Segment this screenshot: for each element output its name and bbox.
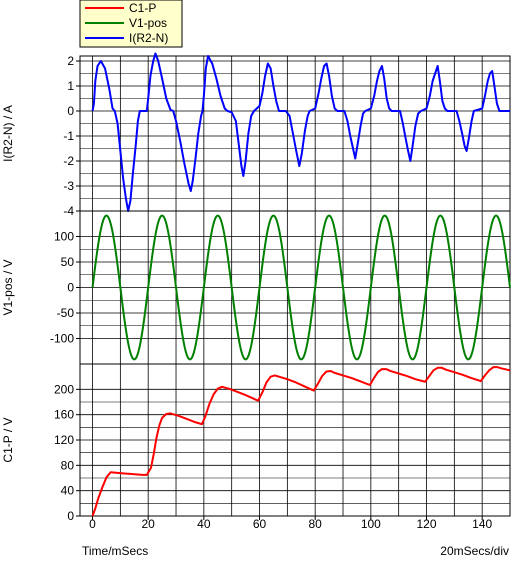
y-tick-label: -50 [57, 306, 75, 320]
y-tick-label: 50 [61, 255, 75, 269]
y-tick-label: 120 [54, 433, 74, 447]
legend-label: I(R2-N) [129, 31, 168, 45]
y-tick-label: -1 [63, 129, 74, 143]
y-tick-label: 80 [61, 458, 75, 472]
series-line-c1-p [91, 366, 511, 517]
x-tick-label: 140 [472, 517, 492, 531]
legend-label: V1-pos [129, 16, 167, 30]
x-tick-label: 100 [361, 517, 381, 531]
x-tick-label: 40 [197, 517, 211, 531]
y-tick-label: -100 [50, 332, 74, 346]
series-line-i-r2-n- [91, 52, 510, 212]
x-tick-label: 20 [142, 517, 156, 531]
time-scale-label: 20mSecs/div [440, 544, 509, 558]
y-tick-label: 1 [67, 79, 74, 93]
x-tick-label: 120 [416, 517, 436, 531]
x-tick-label: 0 [89, 517, 96, 531]
y-tick-label: 0 [67, 281, 74, 295]
x-axis-title: Time/mSecs [82, 544, 149, 558]
x-tick-label: 80 [308, 517, 322, 531]
y-tick-label: -2 [63, 154, 74, 168]
y-tick-label: 200 [54, 382, 74, 396]
capacitor-voltage-panel: 200 160 120 80 40 0 0 20 40 60 80 100 120 140 C1-P / V [1, 363, 511, 531]
panel-frame [79, 55, 511, 212]
y-tick-label: -3 [63, 179, 74, 193]
y-axis-title: V1-pos / V [1, 259, 15, 315]
y-tick-label: 0 [67, 509, 74, 523]
y-tick-label: 160 [54, 408, 74, 422]
y-axis-title: C1-P / V [1, 417, 15, 462]
y-tick-label: 2 [67, 54, 74, 68]
voltage-panel: 100 50 0 -50 -100 V1-pos / V [1, 210, 511, 365]
y-tick-label: 0 [67, 104, 74, 118]
series-line-v1-pos [91, 214, 511, 361]
legend-label: C1-P [129, 1, 156, 15]
y-axis-title: I(R2-N) / A [1, 105, 15, 162]
current-panel: 2 1 0 -1 -2 -3 -4 I(R2-N) / A [1, 52, 511, 218]
x-tick-label: 60 [253, 517, 267, 531]
y-tick-label: -4 [63, 204, 74, 218]
y-tick-label: 40 [61, 484, 75, 498]
y-tick-label: 100 [54, 230, 74, 244]
